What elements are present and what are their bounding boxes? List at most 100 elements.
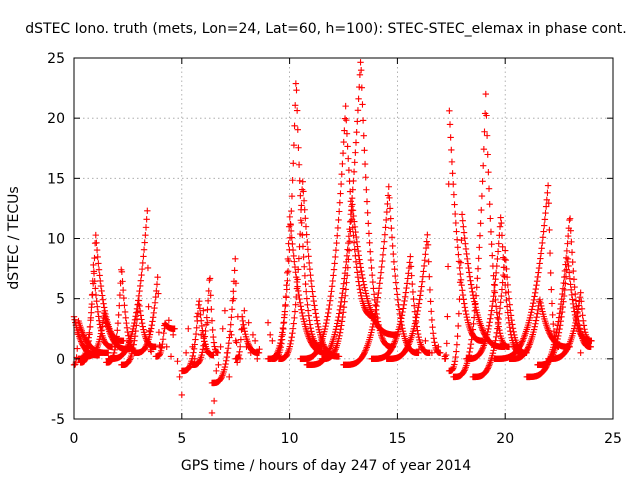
data-point-arc20-62	[380, 245, 387, 252]
data-point-arc23-2	[442, 351, 450, 359]
data-point-arc22-64	[424, 241, 432, 249]
data-point-arc5-21	[116, 291, 124, 299]
x-tick-label-0: 0	[70, 431, 79, 447]
data-point-arc28-90	[549, 311, 556, 319]
data-point-arc31-37	[558, 313, 565, 320]
data-point-arc8-35	[153, 281, 161, 288]
data-point-arc25-57	[487, 215, 494, 222]
data-point-arc14-43	[292, 80, 300, 87]
data-point-arc23-15	[451, 201, 458, 208]
data-point-arc23-28	[459, 291, 467, 299]
data-point-arc17-64	[338, 170, 345, 178]
data-point-arc16-52	[309, 288, 316, 295]
data-point-arc21-33	[389, 343, 397, 350]
data-point-scatter-10	[185, 325, 192, 332]
data-point-arc25-44	[478, 192, 486, 200]
data-point-arc1-14	[79, 330, 87, 338]
data-point-arc6-28	[123, 345, 130, 352]
data-point-arc4-28	[99, 319, 107, 326]
data-point-arc20-59	[378, 263, 385, 271]
data-point-scatter-27	[226, 373, 233, 381]
data-point-arc5-17	[114, 327, 121, 334]
data-point-arc19-59	[356, 260, 364, 267]
data-point-arc26-40	[489, 302, 496, 310]
data-point-arc10-31	[198, 322, 206, 330]
data-point-arc21-50	[400, 301, 408, 308]
data-point-arc32-41	[571, 322, 579, 329]
data-point-arc25-29	[469, 331, 476, 339]
data-point-arc28-42	[518, 339, 525, 347]
data-point-arc29-30	[525, 342, 533, 350]
data-point-arc15-58	[306, 336, 314, 343]
data-point-arc18-93	[363, 198, 371, 205]
data-point-arc23-24	[457, 270, 464, 278]
data-point-arc32-47	[575, 302, 582, 309]
data-point-arc0-11	[77, 338, 85, 345]
data-point-arc29-47	[536, 296, 544, 303]
data-point-arc3-13	[85, 337, 93, 345]
data-point-arc24-29	[464, 260, 472, 267]
data-point-arc15-19	[281, 311, 288, 318]
data-point-arc19-57	[355, 252, 363, 259]
data-point-arc24-27	[463, 250, 470, 258]
data-point-arc3-29	[96, 317, 103, 324]
data-point-arc31-50	[566, 275, 574, 282]
data-point-arc17-75	[345, 166, 353, 174]
data-point-arc24-26	[462, 245, 470, 253]
data-point-arc25-52	[483, 132, 491, 139]
data-point-arc20-77	[390, 250, 397, 258]
data-point-arc27-41	[496, 310, 503, 317]
data-point-arc24-52	[479, 327, 486, 334]
data-point-arc13-8	[237, 336, 245, 343]
data-point-arc14-31	[284, 268, 292, 275]
data-point-arc32-42	[572, 319, 579, 327]
data-point-arc18-75	[352, 149, 359, 156]
data-point-scatter-34	[241, 307, 248, 314]
data-point-arc32-49	[576, 293, 584, 301]
y-tick-label-5: 20	[47, 111, 65, 127]
data-point-arc17-52	[330, 266, 338, 273]
data-point-arc21-52	[401, 293, 409, 301]
data-point-arc15-17	[280, 325, 287, 333]
data-point-arc25-59	[488, 240, 495, 248]
data-point-arc22-56	[419, 273, 427, 280]
data-point-scatter-2	[165, 317, 173, 324]
data-point-arc19-65	[360, 281, 368, 288]
data-point-scatter-26	[223, 349, 231, 357]
data-point-arc26-32	[483, 331, 491, 338]
data-point-arc7-33	[139, 323, 146, 330]
data-point-scatter-13	[193, 313, 201, 320]
data-point-arc20-86	[395, 306, 403, 313]
data-point-arc18-83	[357, 59, 364, 66]
data-point-arc22-51	[416, 296, 423, 303]
data-point-arc30-99	[587, 343, 594, 350]
data-point-arc22-66	[426, 273, 433, 280]
data-point-arc22-32	[404, 344, 411, 351]
data-point-arc9-6	[156, 351, 164, 358]
data-point-arc3-12	[85, 342, 92, 350]
data-point-arc22-73	[430, 335, 438, 342]
data-point-arc11-15	[199, 349, 206, 356]
data-point-arc21-63	[409, 280, 416, 288]
data-point-arc11-24	[204, 297, 212, 304]
data-point-scatter-32	[236, 355, 244, 363]
data-point-arc32-40	[570, 325, 578, 332]
data-point-arc23-9	[447, 134, 454, 141]
data-point-arc27-62	[509, 325, 517, 332]
data-point-arc20-72	[386, 205, 394, 212]
data-point-arc17-55	[332, 246, 340, 254]
data-point-arc17-41	[323, 316, 331, 324]
data-point-arc23-14	[450, 191, 458, 198]
data-point-arc23-27	[459, 287, 466, 294]
data-point-arc16-57	[312, 310, 319, 317]
data-point-arc11-33	[210, 339, 218, 346]
data-point-arc17-47	[327, 292, 334, 300]
data-point-arc14-62	[304, 307, 312, 314]
data-point-arc16-40	[301, 206, 308, 213]
data-point-arc31-41	[560, 292, 568, 300]
data-point-arc5-26	[119, 286, 127, 294]
x-tick-label-5: 25	[604, 431, 622, 447]
data-point-arc23-18	[453, 228, 460, 235]
data-point-arc31-33	[555, 329, 563, 336]
data-point-arc19-35	[341, 298, 348, 305]
